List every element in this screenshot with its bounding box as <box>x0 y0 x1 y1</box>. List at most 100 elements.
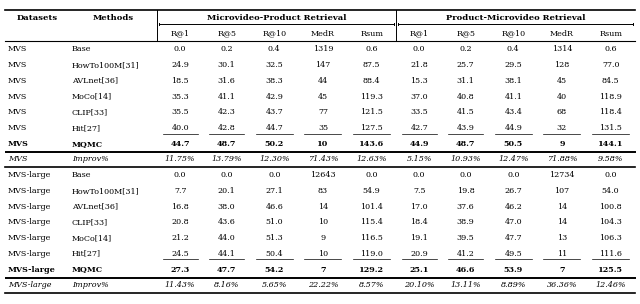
Text: 0.0: 0.0 <box>460 171 472 179</box>
Text: 44.7: 44.7 <box>266 124 283 132</box>
Text: 39.5: 39.5 <box>457 234 475 242</box>
Text: Methods: Methods <box>93 14 134 22</box>
Text: 129.2: 129.2 <box>359 265 384 274</box>
Text: 31.6: 31.6 <box>218 77 236 85</box>
Text: 51.3: 51.3 <box>266 234 283 242</box>
Text: 43.7: 43.7 <box>266 108 283 116</box>
Text: 10.93%: 10.93% <box>451 155 481 164</box>
Text: 49.5: 49.5 <box>504 250 522 258</box>
Text: 11.75%: 11.75% <box>165 155 195 164</box>
Text: 125.5: 125.5 <box>598 265 623 274</box>
Text: 8.57%: 8.57% <box>359 281 385 289</box>
Text: MQMC: MQMC <box>72 265 103 274</box>
Text: 22.22%: 22.22% <box>308 281 339 289</box>
Text: 0.0: 0.0 <box>413 45 426 53</box>
Text: 107: 107 <box>554 187 570 195</box>
Text: AVLnet[36]: AVLnet[36] <box>72 203 118 211</box>
Text: 10: 10 <box>317 140 328 148</box>
Text: Hit[27]: Hit[27] <box>72 124 101 132</box>
Text: 33.5: 33.5 <box>410 108 428 116</box>
Text: HowTo100M[31]: HowTo100M[31] <box>72 187 140 195</box>
Text: 38.0: 38.0 <box>218 203 236 211</box>
Text: 54.9: 54.9 <box>363 187 381 195</box>
Text: MoCo[14]: MoCo[14] <box>72 92 112 101</box>
Text: 119.0: 119.0 <box>360 250 383 258</box>
Text: 0.0: 0.0 <box>220 171 233 179</box>
Text: Product-Microvideo Retrieval: Product-Microvideo Retrieval <box>445 14 585 22</box>
Text: 143.6: 143.6 <box>359 140 384 148</box>
Text: R@1: R@1 <box>410 29 429 38</box>
Text: 12.30%: 12.30% <box>259 155 289 164</box>
Text: 12.46%: 12.46% <box>595 281 626 289</box>
Text: 42.7: 42.7 <box>410 124 428 132</box>
Text: 118.9: 118.9 <box>599 92 622 101</box>
Text: 0.2: 0.2 <box>220 45 233 53</box>
Text: 119.3: 119.3 <box>360 92 383 101</box>
Text: 11: 11 <box>557 250 567 258</box>
Text: MVS: MVS <box>8 77 28 85</box>
Text: 41.2: 41.2 <box>457 250 475 258</box>
Text: 32: 32 <box>557 124 567 132</box>
Text: 13.11%: 13.11% <box>451 281 481 289</box>
Text: 41.5: 41.5 <box>457 108 475 116</box>
Text: 37.6: 37.6 <box>457 203 475 211</box>
Text: 5.65%: 5.65% <box>262 281 287 289</box>
Text: 1314: 1314 <box>552 45 572 53</box>
Text: 53.9: 53.9 <box>504 265 523 274</box>
Text: 8.16%: 8.16% <box>214 281 239 289</box>
Text: 35.3: 35.3 <box>172 92 189 101</box>
Text: 0.4: 0.4 <box>268 45 280 53</box>
Text: 0.2: 0.2 <box>460 45 472 53</box>
Text: MVS-large: MVS-large <box>8 203 51 211</box>
Text: 18.5: 18.5 <box>172 77 189 85</box>
Text: 71.43%: 71.43% <box>308 155 339 164</box>
Text: 40.0: 40.0 <box>172 124 189 132</box>
Text: 9: 9 <box>321 234 326 242</box>
Text: 12734: 12734 <box>549 171 575 179</box>
Text: MedR: MedR <box>311 29 335 38</box>
Text: CLIP[33]: CLIP[33] <box>72 218 108 226</box>
Text: 44.9: 44.9 <box>410 140 429 148</box>
Text: MoCo[14]: MoCo[14] <box>72 234 112 242</box>
Text: 0.0: 0.0 <box>413 171 426 179</box>
Text: MVS: MVS <box>8 45 28 53</box>
Text: 12643: 12643 <box>310 171 336 179</box>
Text: 43.9: 43.9 <box>457 124 475 132</box>
Text: 30.1: 30.1 <box>218 61 236 69</box>
Text: 44: 44 <box>318 77 328 85</box>
Text: 7.5: 7.5 <box>413 187 426 195</box>
Text: 14: 14 <box>318 203 328 211</box>
Text: 0.0: 0.0 <box>174 171 186 179</box>
Text: 42.9: 42.9 <box>266 92 283 101</box>
Text: 24.9: 24.9 <box>172 61 189 69</box>
Text: 24.5: 24.5 <box>172 250 189 258</box>
Text: HowTo100M[31]: HowTo100M[31] <box>72 61 140 69</box>
Text: 50.2: 50.2 <box>264 140 284 148</box>
Text: 38.9: 38.9 <box>457 218 475 226</box>
Text: R@1: R@1 <box>171 29 190 38</box>
Text: 46.2: 46.2 <box>504 203 522 211</box>
Text: 19.8: 19.8 <box>457 187 475 195</box>
Text: 41.1: 41.1 <box>218 92 236 101</box>
Text: MVS: MVS <box>8 124 28 132</box>
Text: 27.3: 27.3 <box>171 265 190 274</box>
Text: Hit[27]: Hit[27] <box>72 250 101 258</box>
Text: 47.7: 47.7 <box>217 265 236 274</box>
Text: 128: 128 <box>554 61 570 69</box>
Text: 16.8: 16.8 <box>172 203 189 211</box>
Text: 10: 10 <box>318 250 328 258</box>
Text: 0.6: 0.6 <box>365 45 378 53</box>
Text: 43.4: 43.4 <box>504 108 522 116</box>
Text: 101.4: 101.4 <box>360 203 383 211</box>
Text: 40.8: 40.8 <box>457 92 474 101</box>
Text: 87.5: 87.5 <box>363 61 380 69</box>
Text: MVS-large: MVS-large <box>8 187 51 195</box>
Text: R@5: R@5 <box>217 29 236 38</box>
Text: 18.4: 18.4 <box>410 218 428 226</box>
Text: 41.1: 41.1 <box>504 92 522 101</box>
Text: 29.5: 29.5 <box>504 61 522 69</box>
Text: 50.4: 50.4 <box>266 250 283 258</box>
Text: Improv%: Improv% <box>72 155 109 164</box>
Text: MVS: MVS <box>8 61 28 69</box>
Text: 1319: 1319 <box>313 45 333 53</box>
